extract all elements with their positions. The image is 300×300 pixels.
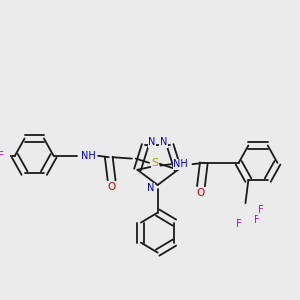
Text: N: N (160, 137, 167, 147)
Text: F: F (236, 219, 242, 229)
Text: O: O (108, 182, 116, 192)
Text: N: N (147, 183, 155, 193)
Text: N: N (148, 137, 156, 147)
Text: F: F (0, 151, 4, 161)
Text: NH: NH (81, 151, 96, 161)
Text: NH: NH (173, 159, 188, 169)
Text: O: O (197, 188, 205, 198)
Text: F: F (258, 205, 264, 215)
Text: F: F (254, 215, 260, 225)
Text: S: S (151, 158, 158, 168)
